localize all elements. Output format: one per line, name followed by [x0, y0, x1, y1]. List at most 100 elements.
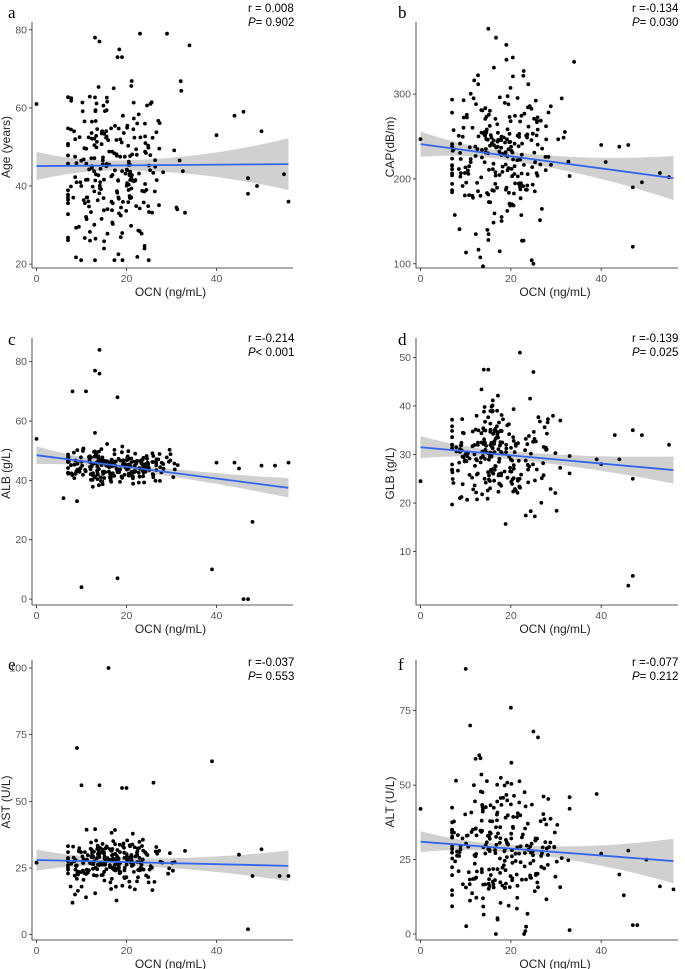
data-point [94, 873, 99, 878]
data-point [499, 145, 504, 150]
data-point [115, 576, 120, 581]
data-point [76, 888, 80, 893]
data-point [126, 159, 131, 164]
data-point [69, 98, 74, 103]
data-point [496, 489, 501, 494]
data-point [153, 478, 158, 483]
data-point [157, 848, 162, 853]
data-point [478, 756, 483, 761]
data-point [499, 215, 504, 219]
data-point [543, 155, 548, 159]
data-point [492, 442, 497, 446]
data-point [418, 479, 423, 484]
p-value-label: P [248, 17, 256, 29]
data-point [522, 163, 526, 167]
y-axis-label: AST (U/L) [0, 775, 13, 828]
data-point [481, 904, 486, 909]
data-point [156, 118, 161, 123]
data-point [129, 186, 134, 191]
data-point [171, 868, 175, 873]
data-point [511, 435, 516, 439]
data-point [120, 883, 125, 888]
data-point [108, 880, 113, 885]
data-point [93, 178, 98, 183]
data-point [488, 409, 493, 413]
data-point [538, 819, 543, 823]
data-point [145, 456, 149, 461]
data-point [534, 133, 539, 138]
data-point [528, 844, 532, 849]
data-point [286, 874, 291, 878]
data-point [493, 851, 498, 855]
data-point [476, 189, 480, 194]
data-point [118, 870, 123, 875]
data-point [187, 43, 192, 48]
data-point [533, 98, 538, 103]
data-point [137, 206, 142, 211]
data-point [89, 840, 93, 845]
data-point [105, 442, 109, 446]
p-value: P= 0.025 [632, 347, 678, 359]
data-point [486, 26, 491, 31]
data-point [478, 789, 483, 794]
data-point [498, 880, 503, 885]
data-point [525, 187, 529, 192]
data-point [504, 881, 508, 886]
data-point [450, 468, 454, 473]
data-point [599, 851, 604, 856]
data-point [181, 169, 185, 174]
data-point [214, 133, 219, 138]
data-point [129, 864, 134, 868]
data-point [456, 869, 461, 874]
data-point [470, 891, 474, 896]
regression-line [420, 143, 674, 179]
data-point [544, 137, 549, 142]
data-point [164, 455, 169, 460]
data-point [476, 440, 480, 445]
data-point [542, 425, 547, 430]
data-point [472, 853, 477, 857]
data-point [525, 911, 530, 916]
data-point [510, 876, 515, 881]
data-point [72, 129, 76, 134]
data-point [506, 903, 511, 908]
data-point [83, 850, 87, 854]
data-point [105, 99, 110, 104]
data-point [120, 55, 124, 59]
y-tick-label: 10 [399, 546, 411, 558]
data-point [246, 927, 250, 932]
data-point [493, 117, 498, 121]
data-point [74, 255, 78, 260]
data-point [135, 255, 140, 259]
data-point [594, 457, 599, 462]
data-point [594, 792, 599, 796]
data-point [545, 420, 550, 425]
data-point [506, 102, 511, 107]
data-point [476, 134, 481, 139]
data-point [535, 880, 540, 885]
data-point [259, 463, 264, 468]
data-point [157, 203, 161, 208]
data-point [66, 212, 70, 217]
data-point [273, 463, 277, 468]
data-point [92, 873, 96, 878]
data-point [558, 465, 563, 470]
data-point [495, 867, 500, 872]
y-axis-label: Age (years) [0, 116, 13, 178]
data-point [503, 868, 508, 873]
data-point [124, 862, 129, 867]
data-point [490, 403, 495, 408]
y-axis-label: CAP(dB/m) [383, 117, 397, 178]
data-point [102, 878, 107, 883]
data-point [120, 786, 124, 790]
data-point [154, 130, 159, 135]
data-point [137, 474, 142, 479]
data-point [478, 460, 483, 465]
data-point [113, 168, 117, 173]
data-point [504, 57, 509, 62]
data-point [138, 31, 142, 36]
data-point [418, 807, 423, 811]
data-point [480, 805, 485, 809]
data-point [510, 55, 515, 60]
